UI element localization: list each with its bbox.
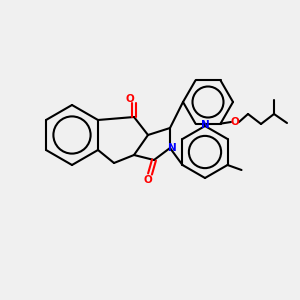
Text: N: N: [201, 120, 209, 130]
Text: O: O: [144, 175, 152, 185]
Text: O: O: [231, 117, 239, 127]
Text: N: N: [168, 143, 176, 153]
Text: O: O: [126, 94, 134, 104]
